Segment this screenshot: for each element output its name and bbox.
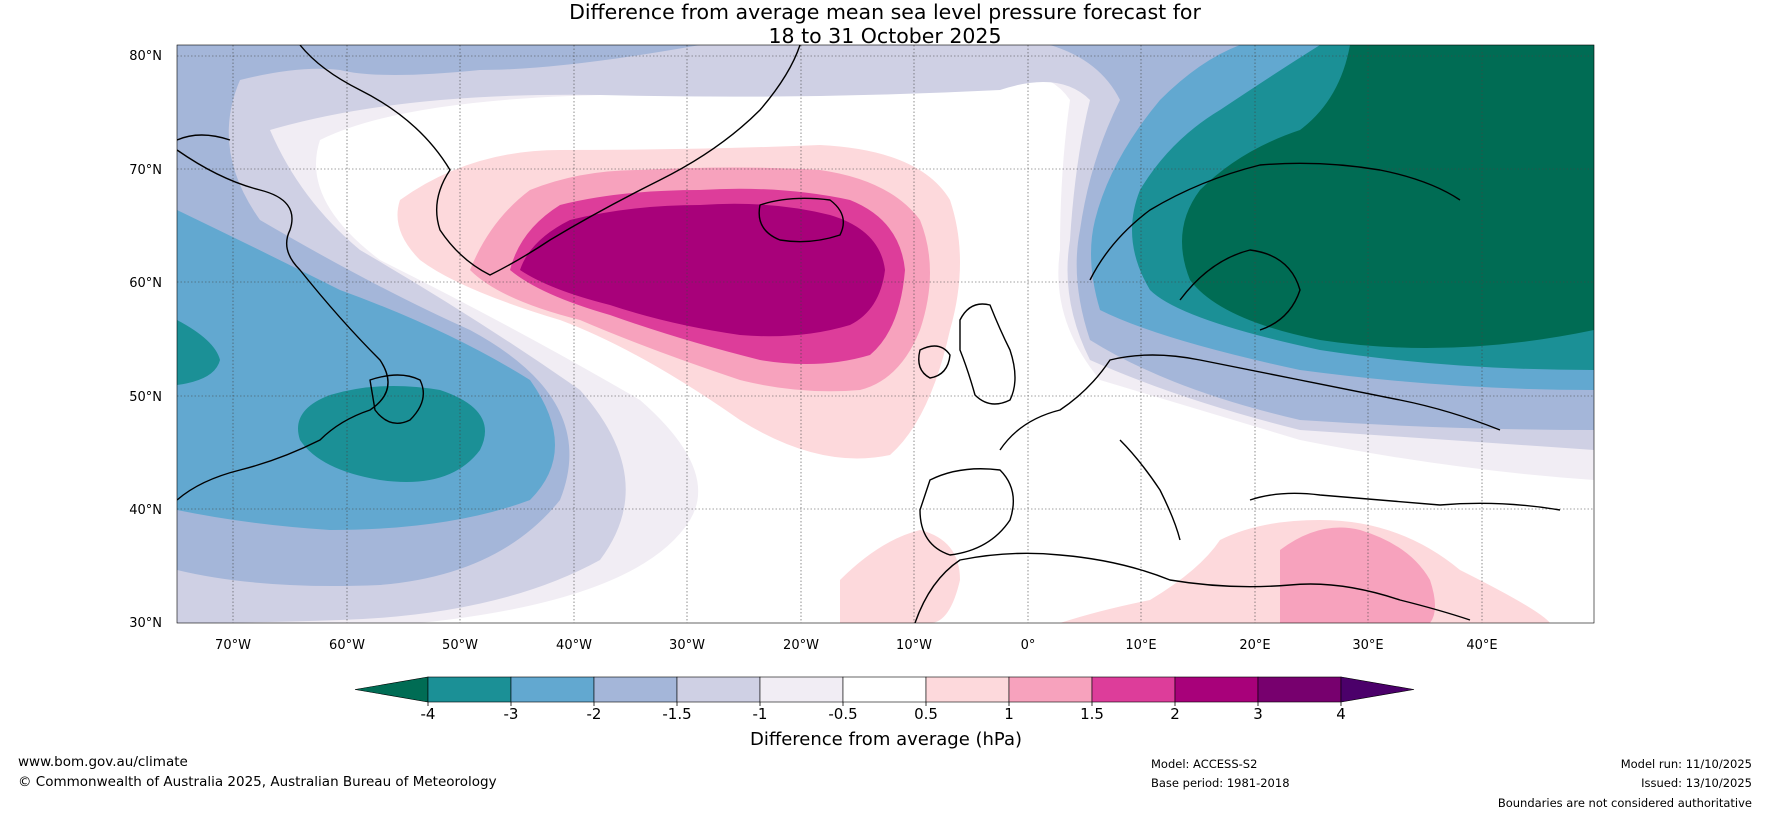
colorbar xyxy=(354,676,1415,706)
colorbar-tick: -1 xyxy=(753,705,768,723)
colorbar-tick: -0.5 xyxy=(828,705,857,723)
colorbar-segment xyxy=(842,676,927,703)
colorbar-segment xyxy=(676,676,761,703)
lon-label: 40°E xyxy=(1466,638,1497,653)
colorbar-tick: 1 xyxy=(1004,705,1014,723)
issued-text: Issued: 13/10/2025 xyxy=(1641,776,1752,790)
title-line-1: Difference from average mean sea level p… xyxy=(569,0,1201,24)
anomaly-contour-minus-3 xyxy=(177,45,1594,482)
lon-label: 40°W xyxy=(556,638,592,653)
lon-label: 10°E xyxy=(1125,638,1156,653)
lat-label: 80°N xyxy=(129,49,162,64)
lon-label: 0° xyxy=(1021,638,1036,653)
colorbar-tick: 2 xyxy=(1170,705,1180,723)
copyright-text: © Commonwealth of Australia 2025, Austra… xyxy=(18,774,497,790)
lon-label: 10°W xyxy=(896,638,932,653)
colorbar-tick: 4 xyxy=(1336,705,1346,723)
lon-label: 60°W xyxy=(329,638,365,653)
colorbar-segment xyxy=(1257,676,1342,703)
map-panel xyxy=(177,45,1594,623)
colorbar-tick: -1.5 xyxy=(662,705,691,723)
colorbar-tick: -3 xyxy=(504,705,519,723)
lat-label: 30°N xyxy=(129,616,162,631)
model-run-text: Model run: 11/10/2025 xyxy=(1620,757,1752,771)
lon-label: 20°W xyxy=(783,638,819,653)
colorbar-tick: -2 xyxy=(587,705,602,723)
colorbar-extend-high xyxy=(1340,676,1415,703)
model-text: Model: ACCESS-S2 xyxy=(1151,757,1258,771)
disclaimer-text: Boundaries are not considered authoritat… xyxy=(1497,796,1752,810)
coastlines xyxy=(177,45,1561,623)
longitude-labels: 70°W 60°W 50°W 40°W 30°W 20°W 10°W 0° 10… xyxy=(215,638,1498,653)
colorbar-tick: 3 xyxy=(1253,705,1263,723)
latitude-labels: 80°N 70°N 60°N 50°N 40°N 30°N xyxy=(129,49,162,631)
lat-label: 40°N xyxy=(129,503,162,518)
colorbar-segment xyxy=(593,676,678,703)
colorbar-extend-low xyxy=(354,676,429,703)
lat-label: 50°N xyxy=(129,390,162,405)
map-frame xyxy=(176,44,1595,624)
lon-label: 30°W xyxy=(669,638,705,653)
base-period-text: Base period: 1981-2018 xyxy=(1151,776,1290,790)
colorbar-segment xyxy=(759,676,844,703)
lon-label: 70°W xyxy=(215,638,251,653)
lat-label: 60°N xyxy=(129,276,162,291)
anomaly-contour-plus-2 xyxy=(520,203,885,337)
lon-label: 30°E xyxy=(1352,638,1383,653)
lat-label: 70°N xyxy=(129,163,162,178)
lon-label: 20°E xyxy=(1239,638,1270,653)
colorbar-segment xyxy=(427,676,512,703)
colorbar-ticks: -4 -3 -2 -1.5 -1 -0.5 0.5 1 1.5 2 3 4 xyxy=(421,705,1346,723)
title-line-2: 18 to 31 October 2025 xyxy=(768,24,1002,48)
colorbar-segment xyxy=(510,676,595,703)
website-link[interactable]: www.bom.gov.au/climate xyxy=(18,754,188,770)
colorbar-tick: 0.5 xyxy=(914,705,938,723)
colorbar-segment xyxy=(1174,676,1259,703)
colorbar-label: Difference from average (hPa) xyxy=(750,729,1022,750)
colorbar-tick: 1.5 xyxy=(1080,705,1104,723)
colorbar-segment xyxy=(1091,676,1176,703)
colorbar-tick: -4 xyxy=(421,705,436,723)
graticule xyxy=(177,45,1594,623)
anomaly-contour-minus-4 xyxy=(1182,45,1594,348)
colorbar-segment xyxy=(1008,676,1093,703)
colorbar-segment xyxy=(925,676,1010,703)
map-title: Difference from average mean sea level p… xyxy=(0,0,1770,48)
lon-label: 50°W xyxy=(442,638,478,653)
